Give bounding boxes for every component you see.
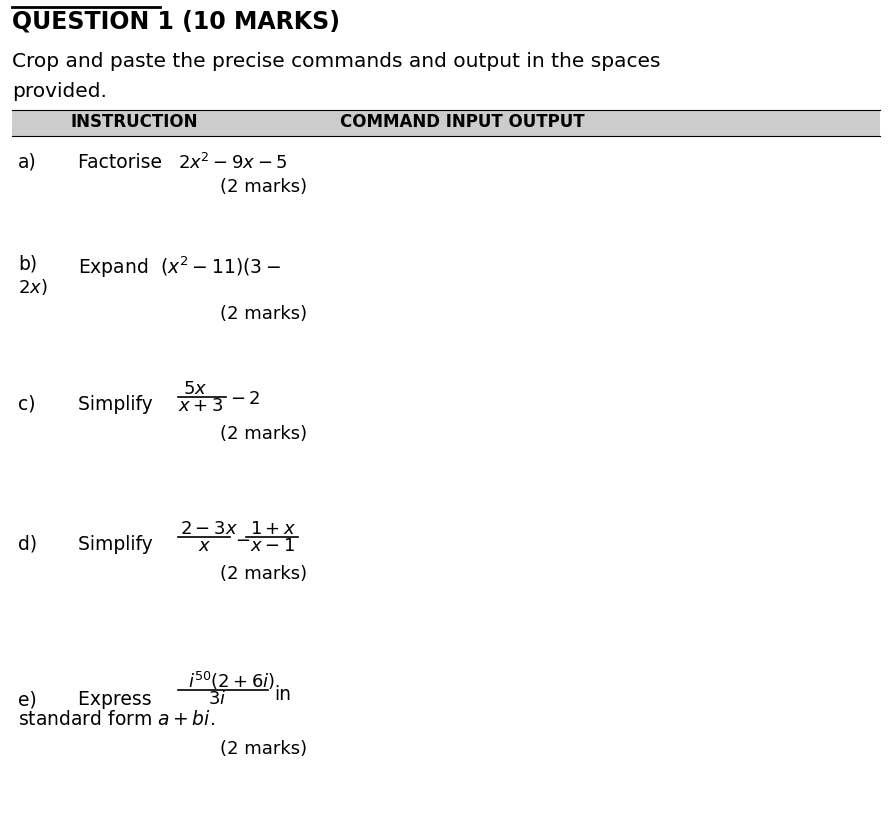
Text: $-$: $-$ [235, 530, 250, 548]
Bar [12, 110, 880, 136]
Text: (2 marks): (2 marks) [220, 305, 307, 323]
Text: Simplify: Simplify [78, 395, 165, 414]
Text: Express: Express [78, 690, 163, 709]
Text: (2 marks): (2 marks) [220, 425, 307, 443]
Text: Simplify: Simplify [78, 535, 165, 554]
Text: (2 marks): (2 marks) [220, 565, 307, 583]
Text: $x+3$: $x+3$ [178, 397, 223, 415]
Text: $2x^2 - 9x - 5$: $2x^2 - 9x - 5$ [178, 153, 287, 173]
Text: $i^{50}(2+6i)$: $i^{50}(2+6i)$ [188, 670, 276, 692]
Text: $2x)$: $2x)$ [18, 277, 47, 297]
Text: COMMAND INPUT OUTPUT: COMMAND INPUT OUTPUT [340, 113, 584, 131]
Text: $2-3x$: $2-3x$ [180, 520, 238, 538]
Text: $5x$: $5x$ [183, 380, 207, 398]
Text: Factorise: Factorise [78, 153, 174, 172]
Text: provided.: provided. [12, 82, 107, 101]
Text: a): a) [18, 153, 37, 172]
Text: c): c) [18, 395, 36, 414]
Text: Expand  $(x^2 - 11)(3 -$: Expand $(x^2 - 11)(3 -$ [78, 255, 281, 281]
Text: $-\,2$: $-\,2$ [230, 390, 260, 408]
Text: INSTRUCTION: INSTRUCTION [70, 113, 197, 131]
Text: $x-1$: $x-1$ [250, 537, 295, 555]
Text: b): b) [18, 255, 37, 274]
Text: QUESTION 1 (10 MARKS): QUESTION 1 (10 MARKS) [12, 10, 340, 34]
Text: e): e) [18, 690, 37, 709]
Text: (2 marks): (2 marks) [220, 740, 307, 758]
Text: d): d) [18, 535, 37, 554]
Text: $1+x$: $1+x$ [250, 520, 296, 538]
Text: $x$: $x$ [198, 537, 211, 555]
Text: $3i$: $3i$ [208, 690, 227, 708]
Text: in: in [274, 685, 291, 704]
Text: (2 marks): (2 marks) [220, 178, 307, 196]
Text: standard form $a + bi.$: standard form $a + bi.$ [18, 710, 215, 729]
Text: Crop and paste the precise commands and output in the spaces: Crop and paste the precise commands and … [12, 52, 660, 71]
